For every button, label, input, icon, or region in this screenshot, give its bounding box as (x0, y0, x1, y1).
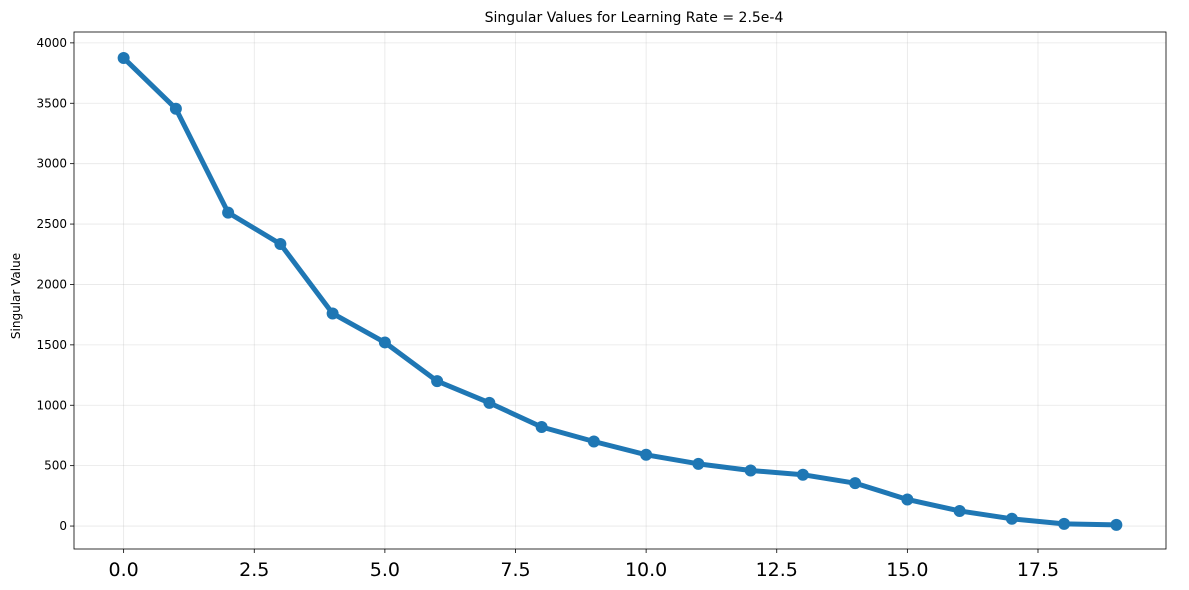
x-tick-label: 0.0 (109, 559, 139, 581)
y-tick-label: 0 (59, 519, 67, 533)
x-tick-label: 7.5 (500, 559, 530, 581)
data-point (692, 457, 705, 470)
y-tick-label: 2500 (36, 217, 67, 231)
data-point (587, 435, 600, 448)
y-axis-label: Singular Value (9, 253, 23, 339)
data-point (849, 477, 862, 490)
y-tick-label: 500 (44, 459, 67, 473)
data-point (744, 464, 757, 477)
x-tick-label: 17.5 (1017, 559, 1059, 581)
y-tick-label: 3000 (36, 157, 67, 171)
data-point (222, 206, 235, 219)
y-tick-label: 2000 (36, 277, 67, 291)
data-point (1110, 518, 1123, 531)
series-line (121, 55, 1119, 528)
y-tick-label: 3500 (36, 96, 67, 110)
y-tick-label: 1500 (36, 338, 67, 352)
data-point (378, 336, 391, 349)
data-point (169, 102, 182, 115)
x-tick-label: 2.5 (239, 559, 269, 581)
x-tick-label: 10.0 (625, 559, 667, 581)
x-tick-label: 15.0 (886, 559, 928, 581)
y-tick-label: 4000 (36, 36, 67, 50)
x-tick-label: 5.0 (370, 559, 400, 581)
data-point (535, 420, 548, 433)
tick-layer: 0 500 1000 1500 2000 2500 3000 3500 4000 0.0 2.5 5.… (36, 36, 1059, 581)
chart-title: Singular Values for Learning Rate = 2.5e… (485, 10, 784, 26)
data-point (1005, 512, 1018, 525)
grid-layer (74, 32, 1166, 549)
data-point (796, 468, 809, 481)
data-point (117, 51, 130, 64)
y-tick-label: 1000 (36, 398, 67, 412)
data-point (431, 375, 444, 388)
series-layer (117, 51, 1123, 531)
plot-frame (73, 31, 1167, 550)
data-point (483, 396, 496, 409)
data-point (326, 307, 339, 320)
x-tick-label: 12.5 (756, 559, 798, 581)
data-point (1058, 517, 1071, 530)
data-point (640, 448, 653, 461)
data-point (274, 237, 287, 250)
data-point (901, 493, 914, 506)
data-point (953, 504, 966, 517)
